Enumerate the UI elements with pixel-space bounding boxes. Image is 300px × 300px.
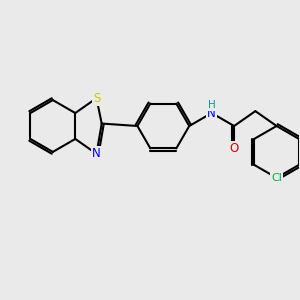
Text: N: N [92, 147, 101, 160]
Text: S: S [93, 92, 100, 105]
Text: N: N [92, 147, 101, 160]
Text: S: S [93, 92, 100, 105]
Text: Cl: Cl [271, 173, 282, 183]
Text: N: N [207, 106, 216, 119]
Text: O: O [230, 142, 239, 154]
Text: H: H [208, 100, 216, 110]
